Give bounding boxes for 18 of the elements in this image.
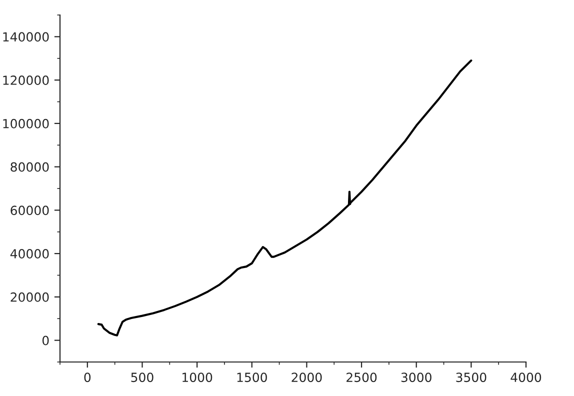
y-tick-label: 80000 <box>10 162 49 172</box>
y-tick-label: 120000 <box>3 76 49 85</box>
x-tick-label: 3000 <box>401 372 432 382</box>
line-series <box>97 60 472 336</box>
y-tick-label: 100000 <box>3 118 49 128</box>
x-tick-label: 0 <box>84 372 91 382</box>
x-tick-label: 500 <box>131 372 154 382</box>
y-tick-label: 0 <box>42 336 49 346</box>
x-tick-label: 4000 <box>510 372 542 382</box>
x-tick-label: 3500 <box>456 372 486 382</box>
y-tick-label: 140000 <box>3 32 49 42</box>
x-tick-label: 2000 <box>292 372 322 382</box>
x-tick-label: 1500 <box>237 372 267 382</box>
y-tick-label: 20000 <box>10 292 49 302</box>
x-tick-label: 2500 <box>346 372 377 382</box>
y-tick-label: 40000 <box>10 249 49 258</box>
x-tick-label: 1000 <box>182 372 212 382</box>
y-tick-label: 60000 <box>10 206 49 216</box>
